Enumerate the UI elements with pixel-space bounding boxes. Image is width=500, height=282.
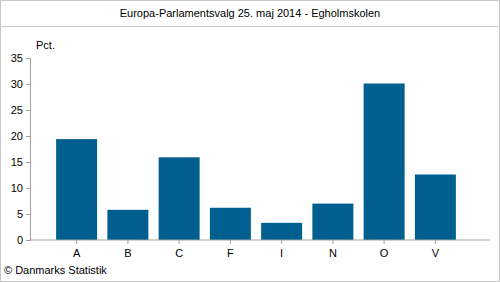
y-tick-mark [26,110,30,111]
x-tick-mark [281,240,282,244]
y-tick: 30 [11,78,30,90]
y-tick-mark [26,58,30,59]
bars [56,83,456,240]
x-tick-mark [179,240,180,244]
bar [107,210,148,240]
chart: Europa-Parlamentsvalg 25. maj 2014 - Egh… [0,0,500,282]
y-tick-label: 5 [17,208,23,220]
x-tick-mark [127,240,128,244]
frame [1,1,500,282]
y-tick-mark [26,214,30,215]
x-tick-label: B [124,247,131,259]
y-tick-mark [26,136,30,137]
y-tick: 15 [11,156,30,168]
x-tick-label: A [73,247,81,259]
y-tick-mark [26,84,30,85]
x-tick-mark [435,240,436,244]
footer: © Danmarks Statistik [4,264,107,276]
y-tick-label: 10 [11,182,23,194]
x-tick-label: N [329,247,337,259]
y-tick: 20 [11,130,30,142]
x-tick: I [280,240,283,259]
y-tick-label: 20 [11,130,23,142]
bar [210,208,251,240]
x-tick-label: O [380,247,389,259]
x-tick-mark [332,240,333,244]
bar [56,139,97,240]
x-tick-mark [230,240,231,244]
bar [415,174,456,240]
y-axis-title: Pct. [36,39,55,51]
y-tick-mark [26,162,30,163]
x-tick-mark [384,240,385,244]
x-axis: ABCFINOV [30,240,490,259]
x-tick-label: C [175,247,183,259]
y-tick-label: 35 [11,52,23,64]
bar [159,157,200,240]
y-axis-line [26,59,31,241]
bar [312,204,353,240]
y-tick-label: 25 [11,104,23,116]
y-tick-mark [26,188,30,189]
x-tick: C [175,240,183,259]
x-tick: V [432,240,440,259]
title-box [1,1,500,27]
y-axis: 0 5 10 15 20 25 30 35 [11,52,31,246]
y-tick: 10 [11,182,30,194]
x-tick: N [329,240,337,259]
bar [261,223,302,240]
y-tick: 5 [17,208,30,220]
y-tick-label: 15 [11,156,23,168]
y-tick-label: 30 [11,78,23,90]
x-axis-line [30,240,490,241]
y-tick: 35 [11,52,30,64]
y-tick: 25 [11,104,30,116]
title: Europa-Parlamentsvalg 25. maj 2014 - Egh… [120,7,380,19]
x-tick-label: F [227,247,234,259]
y-tick: 0 [17,234,30,246]
y-tick-mark [26,240,30,241]
x-tick: O [380,240,389,259]
x-tick-label: V [432,247,440,259]
bar [364,83,405,240]
x-tick-label: I [280,247,283,259]
x-tick-mark [76,240,77,244]
x-tick: A [73,240,81,259]
x-tick: F [227,240,234,259]
x-tick: B [124,240,131,259]
y-tick-label: 0 [17,234,23,246]
